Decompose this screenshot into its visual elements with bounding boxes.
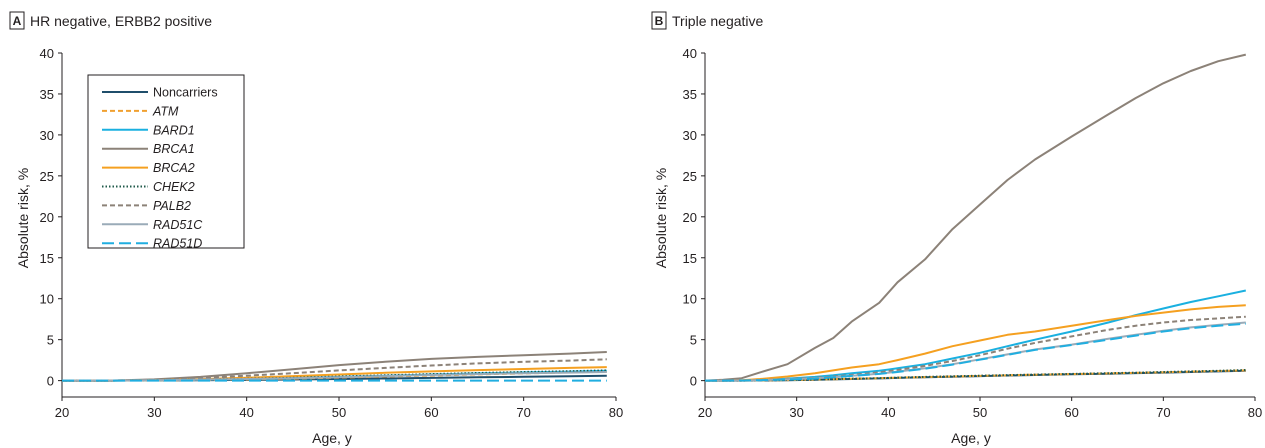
- y-tick-label: 25: [40, 169, 54, 184]
- x-tick-label: 60: [424, 405, 438, 420]
- x-tick-label: 30: [147, 405, 161, 420]
- y-tick-label: 35: [40, 87, 54, 102]
- x-tick-label: 70: [516, 405, 530, 420]
- y-tick-label: 20: [683, 210, 697, 225]
- series-line-brca2: [705, 304, 1246, 382]
- y-tick-label: 25: [683, 169, 697, 184]
- x-tick-label: 50: [973, 405, 987, 420]
- y-tick-label: 0: [47, 374, 54, 389]
- x-tick-label: 50: [332, 405, 346, 420]
- panel-title: Triple negative: [672, 13, 764, 29]
- y-axis-title: Absolute risk, %: [15, 168, 31, 268]
- y-tick-label: 30: [683, 128, 697, 143]
- y-tick-label: 15: [683, 251, 697, 266]
- legend-label-palb2: PALB2: [153, 199, 191, 213]
- y-tick-label: 30: [40, 128, 54, 143]
- y-axis-title: Absolute risk, %: [653, 168, 669, 268]
- legend-box: [87, 74, 245, 249]
- series-line-bard1: [705, 289, 1247, 382]
- panel-a: A HR negative, ERBB2 positive Absolute r…: [9, 11, 624, 446]
- x-tick-label: 70: [1156, 405, 1170, 420]
- y-tick-label: 0: [690, 374, 697, 389]
- x-tick-label: 40: [239, 405, 253, 420]
- y-tick-label: 40: [683, 46, 697, 61]
- x-tick-label: 20: [698, 405, 712, 420]
- y-tick-label: 15: [40, 251, 54, 266]
- series-line-chek2: [705, 369, 1246, 382]
- panel-title: HR negative, ERBB2 positive: [30, 13, 212, 29]
- x-tick-label: 60: [1064, 405, 1078, 420]
- y-tick-label: 10: [40, 292, 54, 307]
- legend-label-bard1: BARD1: [153, 123, 195, 137]
- legend: Noncarriers ATM BARD1 BRCA1 BRCA2 CHEK2 PALB2 R…: [87, 74, 245, 251]
- series-line-brca1: [704, 53, 1247, 382]
- legend-label-atm: ATM: [152, 104, 179, 118]
- x-tick-label: 30: [789, 405, 803, 420]
- x-tick-label: 20: [55, 405, 69, 420]
- x-axis-title: Age, y: [951, 430, 991, 446]
- panel-letter: B: [655, 14, 664, 28]
- legend-label-noncarriers: Noncarriers: [153, 86, 218, 100]
- x-axis-title: Age, y: [312, 430, 352, 446]
- legend-label-rad51c: RAD51C: [153, 218, 203, 232]
- y-tick-label: 20: [40, 210, 54, 225]
- x-tick-label: 80: [609, 405, 623, 420]
- plot-area: 0 5 10 15 20 25 30 35 40 20 30 40 50 60 70 80: [40, 46, 624, 420]
- y-tick-label: 10: [683, 292, 697, 307]
- y-tick-label: 40: [40, 46, 54, 61]
- y-tick-label: 5: [690, 333, 697, 348]
- panel-letter-box: [651, 11, 667, 30]
- panel-letter: A: [13, 14, 22, 28]
- plot-area: 0 5 10 15 20 25 30 35 40 20 30 40 50 60 70 80: [683, 46, 1263, 420]
- x-tick-label: 80: [1248, 405, 1262, 420]
- legend-label-chek2: CHEK2: [153, 180, 195, 194]
- series-line-rad51d: [705, 322, 1246, 382]
- legend-label-rad51d: RAD51D: [153, 237, 202, 251]
- legend-label-brca2: BRCA2: [153, 161, 195, 175]
- panel-letter-box: [9, 11, 25, 30]
- panel-b: B Triple negative Absolute risk, % Age, …: [651, 11, 1263, 446]
- y-tick-label: 5: [47, 333, 54, 348]
- x-tick-label: 40: [881, 405, 895, 420]
- legend-label-brca1: BRCA1: [153, 142, 195, 156]
- y-tick-label: 35: [683, 87, 697, 102]
